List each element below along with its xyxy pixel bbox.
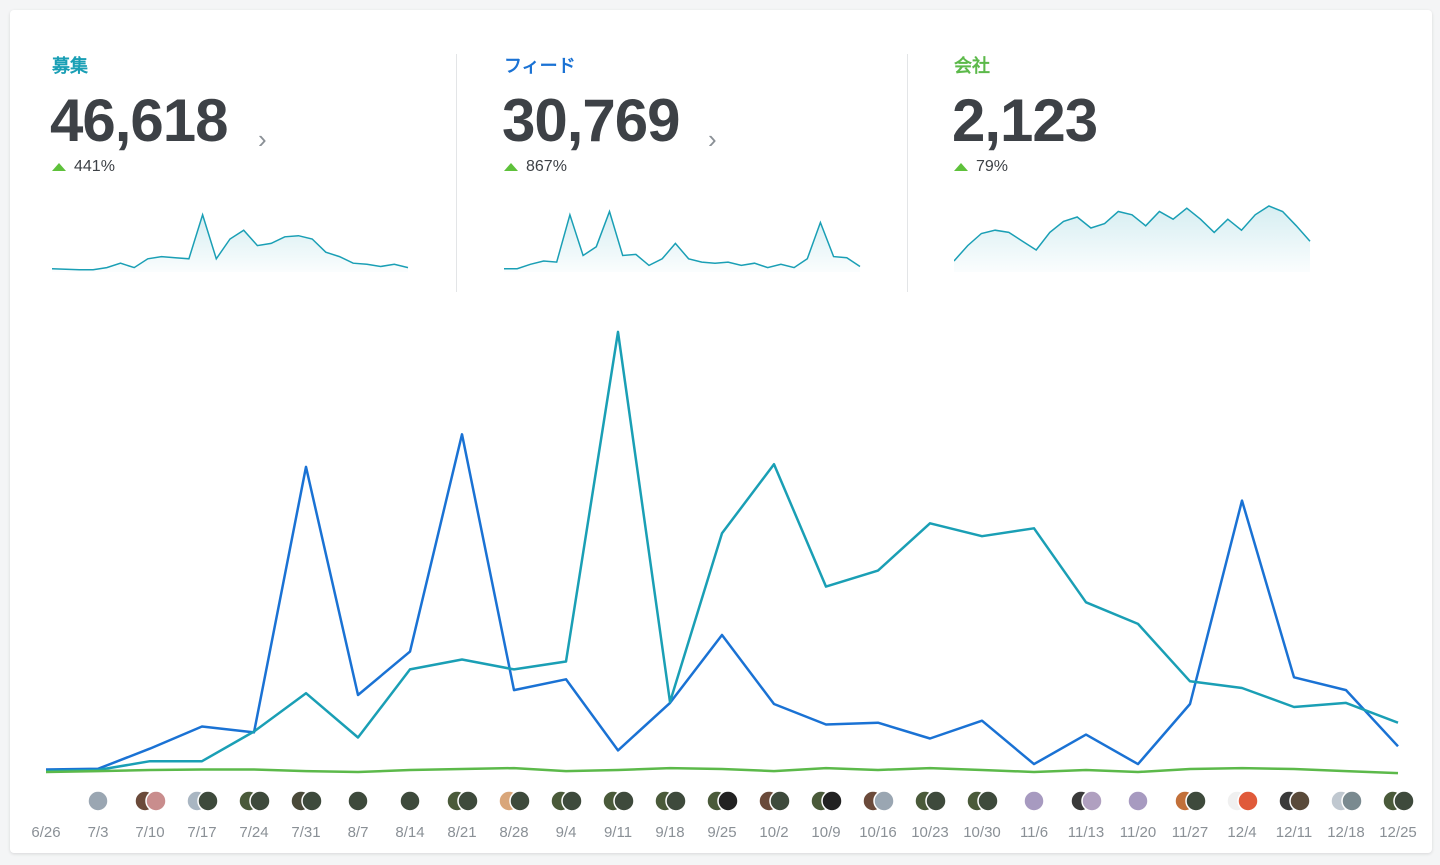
- series-line-0: [45, 433, 1399, 771]
- avatar[interactable]: [249, 790, 271, 812]
- x-tick-label: 7/24: [239, 824, 268, 841]
- sparkline: [504, 209, 861, 272]
- x-tick-label: 9/18: [655, 824, 684, 841]
- avatar[interactable]: [1289, 790, 1311, 812]
- x-tick-label: 7/17: [187, 824, 216, 841]
- avatar[interactable]: [87, 790, 109, 812]
- x-tick-label: 7/10: [135, 824, 164, 841]
- avatar[interactable]: [197, 790, 219, 812]
- x-tick-label: 12/4: [1227, 824, 1256, 841]
- sparkline-line: [954, 205, 1311, 262]
- avatar[interactable]: [347, 790, 369, 812]
- divider: [907, 54, 908, 292]
- x-tick-label: 11/27: [1172, 824, 1208, 841]
- avatar[interactable]: [1081, 790, 1103, 812]
- x-tick-label: 8/14: [395, 824, 424, 841]
- x-tick-label: 8/21: [447, 824, 476, 841]
- metric-value: 30,769: [502, 87, 681, 154]
- avatar[interactable]: [399, 790, 421, 812]
- metric-feed[interactable]: フィード 30,769 › 867%: [502, 44, 904, 294]
- x-tick-label: 6/26: [31, 824, 60, 841]
- delta-value: 441%: [74, 158, 115, 175]
- x-tick-label: 11/6: [1020, 824, 1048, 841]
- dashboard-card: 募集 46,618 › 441% フィード 30,769 › 867% 会社 2…: [10, 10, 1432, 853]
- avatar[interactable]: [1237, 790, 1259, 812]
- avatar[interactable]: [613, 790, 635, 812]
- metric-delta: 79%: [954, 158, 1008, 176]
- x-tick-label: 12/25: [1379, 824, 1417, 841]
- sparkline: [954, 205, 1311, 272]
- metric-company[interactable]: 会社 2,123 79%: [952, 44, 1354, 294]
- divider: [456, 54, 457, 292]
- series-line-2: [45, 766, 1399, 775]
- avatar[interactable]: [717, 790, 739, 812]
- x-tick-label: 10/9: [811, 824, 840, 841]
- avatar[interactable]: [457, 790, 479, 812]
- avatar[interactable]: [1393, 790, 1415, 812]
- sparkline-line: [52, 212, 409, 271]
- avatar[interactable]: [873, 790, 895, 812]
- x-tick-label: 12/11: [1276, 824, 1312, 841]
- x-tick-label: 10/2: [759, 824, 788, 841]
- delta-value: 79%: [976, 158, 1009, 175]
- avatar[interactable]: [821, 790, 843, 812]
- metric-label: フィード: [504, 56, 576, 76]
- x-tick-label: 8/28: [499, 824, 528, 841]
- sparkline-area: [954, 206, 1310, 272]
- x-tick-label: 9/11: [604, 824, 632, 841]
- x-tick-label: 9/25: [707, 824, 736, 841]
- metric-label: 会社: [954, 56, 990, 76]
- x-tick-label: 7/31: [291, 824, 320, 841]
- metric-value: 46,618: [50, 87, 229, 154]
- x-tick-label: 9/4: [556, 824, 577, 841]
- avatar[interactable]: [561, 790, 583, 812]
- avatar[interactable]: [769, 790, 791, 812]
- triangle-up-icon: [954, 163, 968, 171]
- triangle-up-icon: [504, 163, 518, 171]
- series-line-1: [45, 330, 1399, 773]
- avatar[interactable]: [977, 790, 999, 812]
- x-tick-label: 11/20: [1120, 824, 1156, 841]
- main-line-chart: 6/26 7/3 7/10 7/17 7/24 7/31 8/7 8/14 8/21 8/28 9/…: [31, 330, 1417, 841]
- metric-recruit[interactable]: 募集 46,618 › 441%: [50, 44, 452, 294]
- sparkline-area: [52, 214, 408, 272]
- chevron-right-icon[interactable]: ›: [708, 124, 717, 154]
- avatar[interactable]: [1023, 790, 1045, 812]
- delta-value: 867%: [526, 158, 567, 175]
- x-tick-label: 8/7: [348, 824, 369, 841]
- sparkline: [52, 212, 409, 272]
- x-tick-label: 10/16: [859, 824, 897, 841]
- avatar[interactable]: [1185, 790, 1207, 812]
- x-tick-label: 11/13: [1068, 824, 1104, 841]
- metric-label: 募集: [52, 56, 88, 76]
- x-tick-label: 10/30: [963, 824, 1001, 841]
- avatar[interactable]: [1341, 790, 1363, 812]
- avatar[interactable]: [145, 790, 167, 812]
- metric-value: 2,123: [952, 87, 1098, 154]
- avatar[interactable]: [665, 790, 687, 812]
- metric-delta: 867%: [504, 158, 567, 176]
- avatar[interactable]: [925, 790, 947, 812]
- chevron-right-icon[interactable]: ›: [258, 124, 267, 154]
- x-tick-label: 7/3: [88, 824, 109, 841]
- x-tick-label: 12/18: [1327, 824, 1365, 841]
- triangle-up-icon: [52, 163, 66, 171]
- avatar[interactable]: [1127, 790, 1149, 812]
- avatar[interactable]: [301, 790, 323, 812]
- metric-delta: 441%: [52, 158, 115, 176]
- sparkline-line: [504, 209, 861, 270]
- sparkline-area: [504, 211, 860, 272]
- avatar[interactable]: [509, 790, 531, 812]
- x-tick-label: 10/23: [911, 824, 949, 841]
